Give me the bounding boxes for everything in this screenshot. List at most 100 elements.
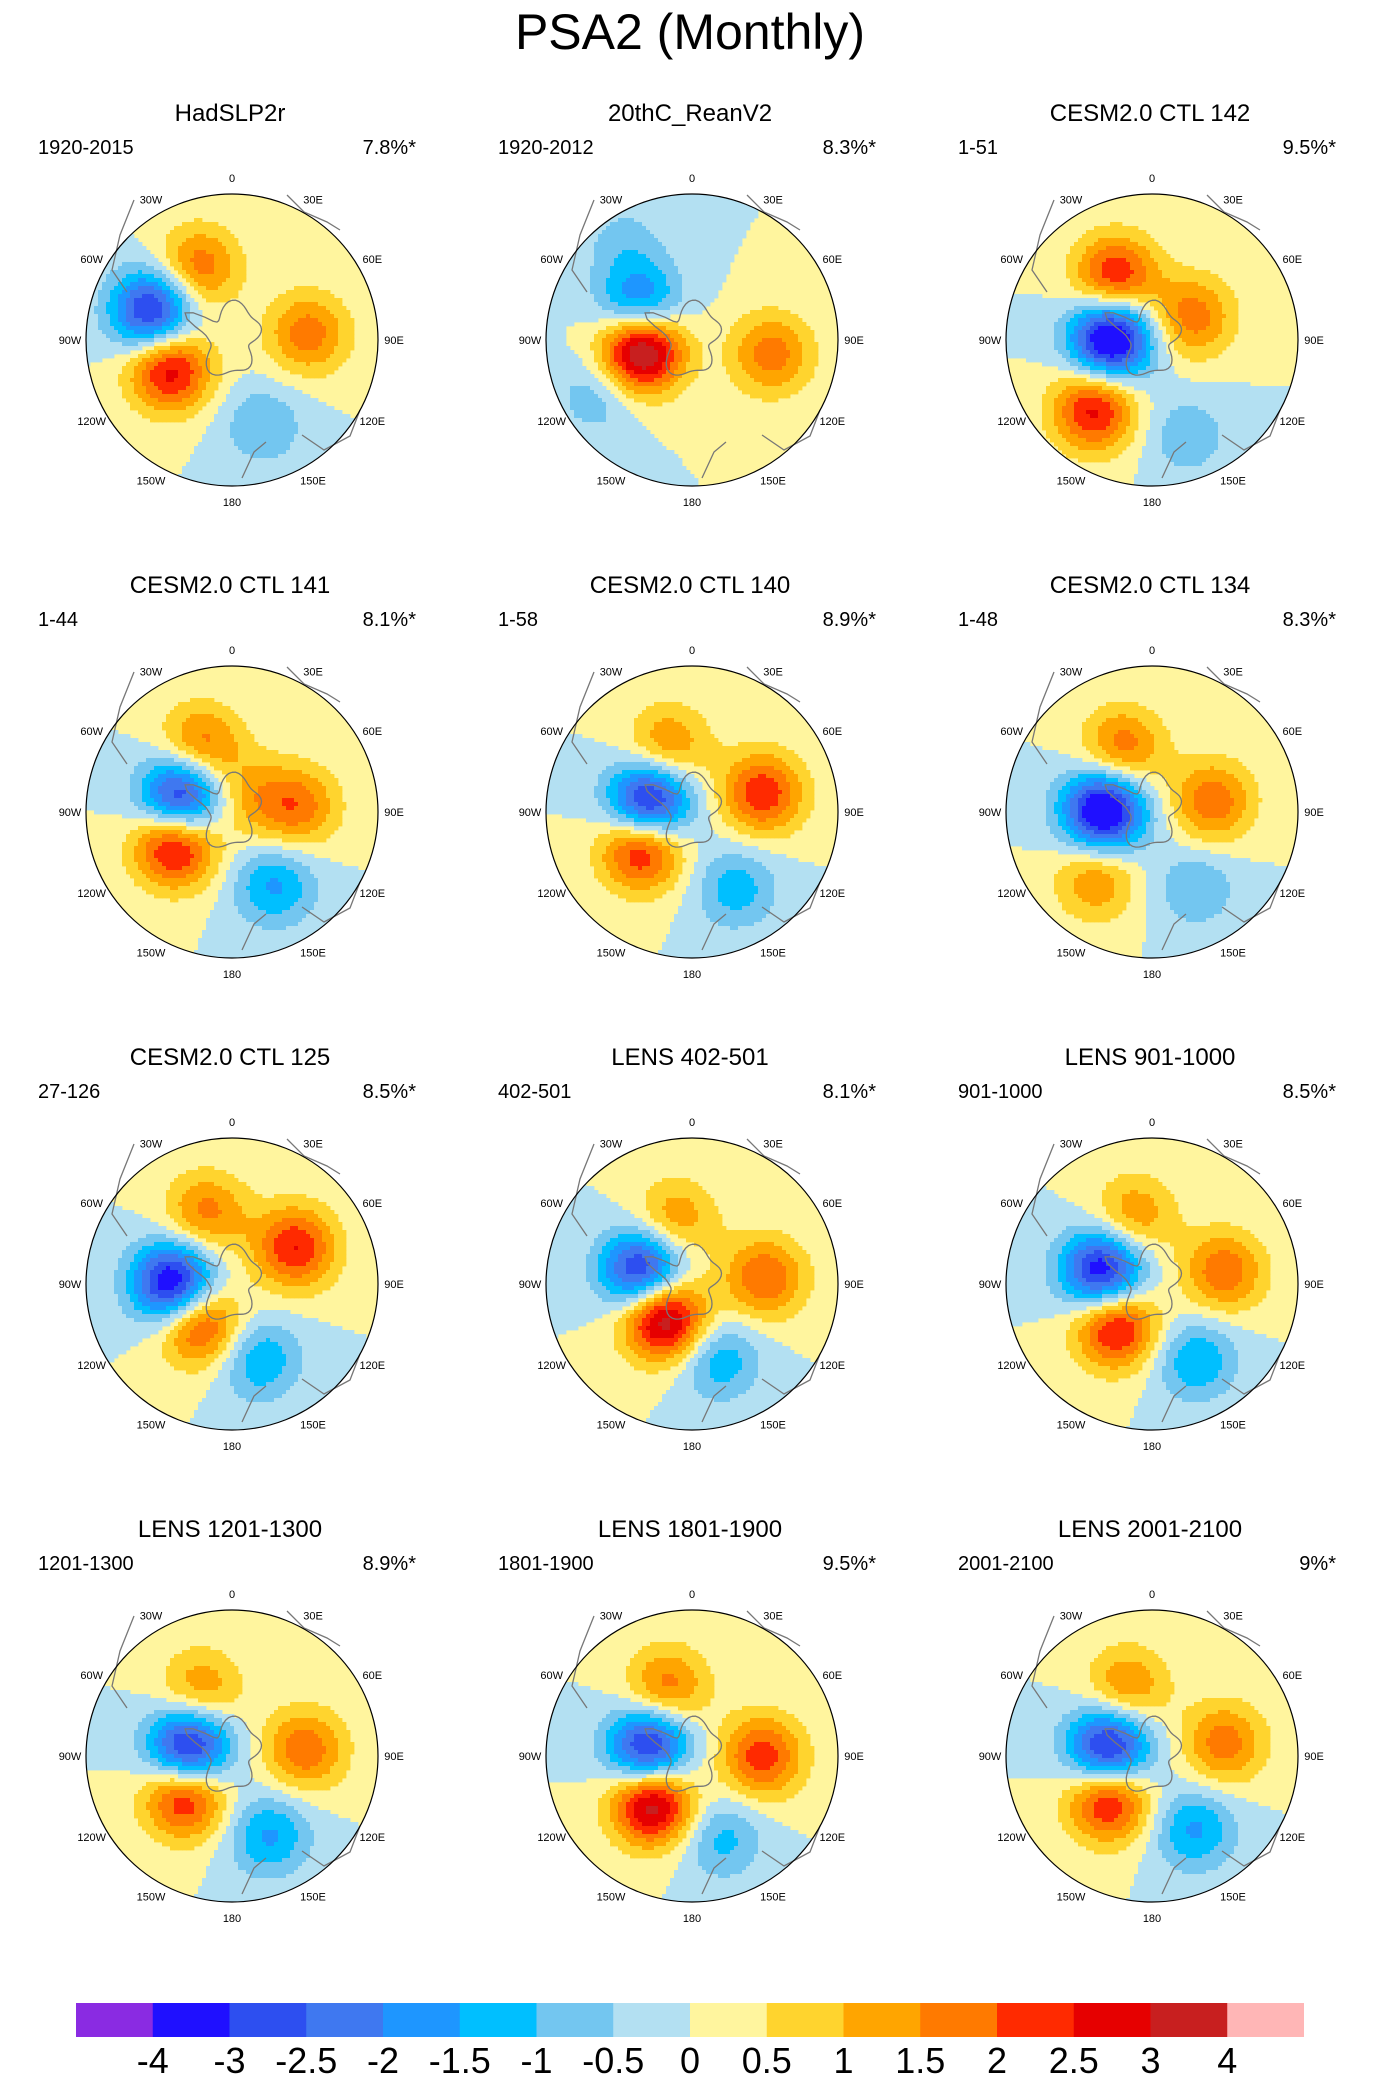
- field-cell: [246, 386, 251, 391]
- field-cell: [714, 226, 719, 231]
- field-cell: [658, 278, 663, 283]
- field-cell: [738, 374, 743, 379]
- field-cell: [690, 334, 695, 339]
- field-cell: [742, 374, 747, 379]
- field-cell: [142, 254, 147, 259]
- field-cell: [762, 306, 767, 311]
- field-cell: [786, 338, 791, 343]
- field-cell: [194, 270, 199, 275]
- field-cell: [278, 442, 283, 447]
- field-cell: [202, 238, 207, 243]
- field-cell: [722, 358, 727, 363]
- field-cell: [666, 258, 671, 263]
- field-cell: [654, 310, 659, 315]
- field-cell: [574, 266, 579, 271]
- field-cell: [254, 394, 259, 399]
- field-cell: [710, 258, 715, 263]
- field-cell: [750, 214, 755, 219]
- field-cell: [186, 342, 191, 347]
- field-cell: [282, 470, 287, 475]
- field-cell: [598, 354, 603, 359]
- field-cell: [294, 358, 299, 363]
- field-cell: [162, 382, 167, 387]
- field-cell: [558, 350, 563, 355]
- field-cell: [222, 402, 227, 407]
- field-cell: [306, 418, 311, 423]
- field-cell: [670, 214, 675, 219]
- field-cell: [766, 378, 771, 383]
- field-cell: [578, 318, 583, 323]
- field-cell: [666, 354, 671, 359]
- field-cell: [666, 226, 671, 231]
- field-cell: [578, 278, 583, 283]
- field-cell: [698, 290, 703, 295]
- field-cell: [186, 350, 191, 355]
- field-cell: [618, 378, 623, 383]
- field-cell: [186, 274, 191, 279]
- field-cell: [686, 350, 691, 355]
- field-cell: [338, 306, 343, 311]
- field-cell: [550, 282, 555, 287]
- field-cell: [142, 278, 147, 283]
- field-cell: [650, 402, 655, 407]
- field-cell: [670, 290, 675, 295]
- field-cell: [718, 286, 723, 291]
- field-cell: [638, 238, 643, 243]
- field-cell: [570, 298, 575, 303]
- field-cell: [98, 314, 103, 319]
- field-cell: [202, 290, 207, 295]
- field-cell: [618, 234, 623, 239]
- field-cell: [214, 346, 219, 351]
- field-cell: [670, 210, 675, 215]
- field-cell: [606, 414, 611, 419]
- field-cell: [626, 366, 631, 371]
- field-cell: [662, 222, 667, 227]
- field-cell: [642, 394, 647, 399]
- field-cell: [98, 342, 103, 347]
- field-cell: [174, 234, 179, 239]
- field-cell: [310, 442, 315, 447]
- field-cell: [638, 262, 643, 267]
- field-cell: [270, 314, 275, 319]
- field-cell: [650, 198, 655, 203]
- field-cell: [194, 342, 199, 347]
- field-cell: [326, 406, 331, 411]
- field-cell: [578, 302, 583, 307]
- field-cell: [318, 442, 323, 447]
- field-cell: [138, 274, 143, 279]
- field-cell: [178, 242, 183, 247]
- field-cell: [746, 218, 751, 223]
- field-cell: [250, 394, 255, 399]
- field-cell: [606, 302, 611, 307]
- field-cell: [762, 338, 767, 343]
- field-cell: [746, 222, 751, 227]
- field-cell: [158, 390, 163, 395]
- field-cell: [182, 402, 187, 407]
- field-cell: [182, 474, 187, 479]
- field-cell: [622, 378, 627, 383]
- field-cell: [618, 286, 623, 291]
- field-cell: [630, 358, 635, 363]
- field-cell: [682, 326, 687, 331]
- field-cell: [198, 226, 203, 231]
- field-cell: [694, 230, 699, 235]
- field-cell: [294, 450, 299, 455]
- field-cell: [642, 258, 647, 263]
- field-cell: [94, 346, 99, 351]
- field-cell: [138, 302, 143, 307]
- field-cell: [206, 346, 211, 351]
- field-cell: [294, 354, 299, 359]
- field-cell: [126, 286, 131, 291]
- field-cell: [286, 446, 291, 451]
- field-cell: [582, 254, 587, 259]
- field-cell: [238, 246, 243, 251]
- field-cell: [186, 278, 191, 283]
- field-cell: [294, 438, 299, 443]
- field-cell: [142, 362, 147, 367]
- field-cell: [646, 338, 651, 343]
- field-cell: [722, 346, 727, 351]
- field-cell: [558, 410, 563, 415]
- field-cell: [714, 230, 719, 235]
- field-cell: [614, 358, 619, 363]
- field-cell: [638, 266, 643, 271]
